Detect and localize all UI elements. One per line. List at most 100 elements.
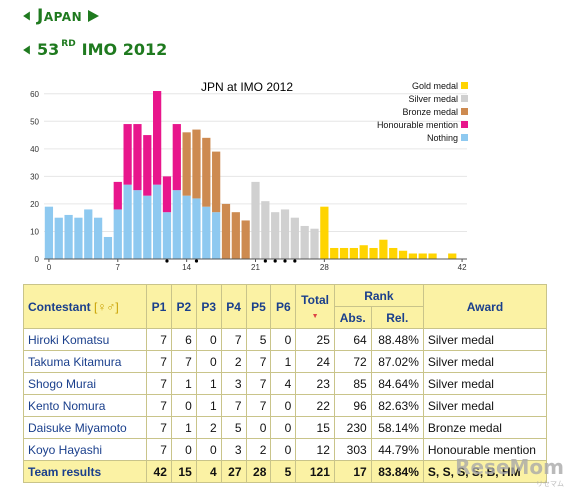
next-country-icon[interactable] [88, 10, 100, 22]
bronze-medal-bar [192, 129, 201, 199]
score-p5: 2 [245, 438, 272, 461]
award: Silver medal [422, 328, 548, 351]
gold-medal-bar [339, 247, 349, 259]
col-p1[interactable]: P1 [146, 284, 172, 329]
contestant-name-link[interactable]: Daisuke Miyamoto [23, 416, 147, 439]
rank-abs: 303 [333, 438, 372, 461]
score-p4: 3 [220, 438, 247, 461]
col-p5[interactable]: P5 [245, 284, 272, 329]
x-tick-label: 14 [182, 263, 191, 272]
y-tick-label: 60 [30, 90, 39, 99]
score-total: 25 [295, 328, 335, 351]
imo-number[interactable]: 53 [37, 40, 60, 59]
bronze-medal-bar [221, 203, 231, 259]
col-contestant[interactable]: Contestant [♀♂] [23, 284, 147, 329]
table-row: Daisuke Miyamoto 7 1 2 5 0 0 15 230 58.14% Bronze … [23, 416, 548, 439]
prev-imo-icon[interactable] [23, 45, 30, 54]
team-score-p4: 27 [220, 460, 247, 483]
imo-year-label[interactable]: IMO 2012 [81, 40, 168, 59]
col-total[interactable]: Total ▼ [295, 284, 335, 329]
legend-label: Bronze medal [402, 107, 458, 117]
col-p4[interactable]: P4 [220, 284, 247, 329]
score-p6: 4 [270, 372, 297, 395]
rank-rel: 87.02% [370, 350, 424, 373]
sort-arrow-icon: ▼ [311, 312, 319, 320]
nothing-bar [44, 206, 54, 259]
contestant-name-link[interactable]: Kento Nomura [23, 394, 147, 417]
nothing-bar [84, 209, 93, 259]
score-p6: 0 [270, 416, 297, 439]
rank-rel: 88.48% [370, 328, 424, 351]
silver-medal-bar [290, 217, 299, 259]
y-tick-label: 10 [30, 227, 39, 236]
x-tick-label: 42 [458, 263, 467, 272]
bronze-medal-bar [241, 220, 250, 259]
rank-rel: 44.79% [370, 438, 424, 461]
x-tick-label: 0 [47, 263, 52, 272]
silver-medal-bar [310, 228, 319, 259]
sex-header: [♀♂] [94, 299, 119, 314]
total-header: Total [301, 292, 329, 307]
contestant-name-link[interactable]: Takuma Kitamura [23, 350, 147, 373]
gold-medal-bar [359, 245, 368, 259]
team-score-marker [194, 259, 199, 263]
contestant-name-link[interactable]: Hiroki Komatsu [23, 328, 147, 351]
score-p4: 5 [220, 416, 247, 439]
honourable-mention-bar [123, 124, 132, 185]
score-p1: 7 [146, 350, 172, 373]
col-p2[interactable]: P2 [170, 284, 197, 329]
y-tick-label: 0 [35, 255, 40, 264]
col-p3[interactable]: P3 [195, 284, 222, 329]
chart-title: JPN at IMO 2012 [201, 80, 293, 94]
col-rank-abs[interactable]: Abs. [333, 306, 372, 329]
bronze-medal-bar [231, 212, 240, 259]
contestant-name-link[interactable]: Shogo Murai [23, 372, 147, 395]
rank-rel: 82.63% [370, 394, 424, 417]
score-p1: 7 [146, 438, 172, 461]
table-row: Takuma Kitamura 7 7 0 2 7 1 24 72 87.02% Silver me… [23, 350, 548, 373]
col-award[interactable]: Award [422, 284, 548, 329]
contestant-name-link[interactable]: Koyo Hayashi [23, 438, 147, 461]
y-tick-label: 30 [30, 172, 39, 181]
chart-legend: Gold medal Silver medal Bronze medal Honour… [377, 81, 468, 143]
country-heading: Japan [22, 6, 100, 26]
watermark-logo: ReseMom リセマム [455, 455, 564, 489]
nothing-bar [113, 209, 122, 259]
team-score-p3: 4 [195, 460, 222, 483]
nothing-bar [162, 212, 172, 259]
score-total: 22 [295, 394, 335, 417]
team-score-marker [283, 259, 287, 263]
score-p2: 0 [170, 394, 197, 417]
gold-medal-bar [428, 253, 437, 259]
rank-abs: 72 [333, 350, 372, 373]
score-p3: 2 [195, 416, 222, 439]
nothing-bar [103, 236, 113, 259]
table-row: Hiroki Komatsu 7 6 0 7 5 0 25 64 88.48% Silver med… [23, 328, 548, 351]
col-p6[interactable]: P6 [270, 284, 297, 329]
bronze-medal-bar [202, 137, 211, 207]
score-p2: 0 [170, 438, 197, 461]
silver-medal-bar [300, 225, 309, 259]
score-p2: 7 [170, 350, 197, 373]
team-rank-rel: 83.84% [370, 460, 424, 483]
honourable-mention-bar [153, 91, 162, 185]
table-row: Koyo Hayashi 7 0 0 3 2 0 12 303 44.79% Honourable … [23, 438, 548, 461]
score-p3: 0 [195, 328, 222, 351]
rank-abs: 85 [333, 372, 372, 395]
gold-medal-bar [389, 247, 398, 259]
table-row: Shogo Murai 7 1 1 3 7 4 23 85 84.64% Silver medal [23, 372, 548, 395]
col-rank-rel[interactable]: Rel. [370, 306, 424, 329]
score-total: 24 [295, 350, 335, 373]
nothing-bar [123, 184, 132, 259]
gold-medal-bar [320, 206, 329, 259]
honourable-mention-bar [172, 124, 181, 191]
chart-axes: 0 10 20 30 40 50 60 0 7 14 21 28 42 [30, 90, 467, 272]
score-p4: 3 [220, 372, 247, 395]
score-p5: 7 [245, 350, 272, 373]
nothing-bar [212, 212, 221, 259]
country-link[interactable]: Japan [37, 6, 83, 26]
score-total: 23 [295, 372, 335, 395]
score-p5: 5 [245, 328, 272, 351]
rank-abs: 96 [333, 394, 372, 417]
prev-country-icon[interactable] [23, 11, 30, 21]
